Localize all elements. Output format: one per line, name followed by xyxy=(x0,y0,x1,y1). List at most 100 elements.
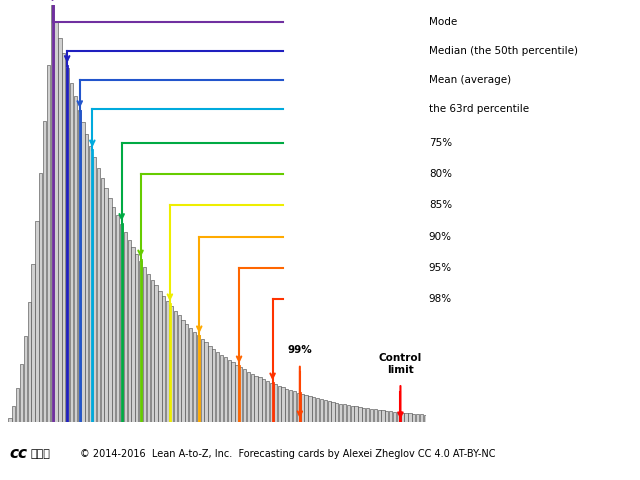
Bar xyxy=(43,121,46,422)
Bar xyxy=(408,413,412,422)
Bar xyxy=(112,207,115,422)
Bar xyxy=(278,386,281,422)
Bar xyxy=(305,395,308,422)
Text: Mode: Mode xyxy=(429,16,457,26)
Bar xyxy=(81,122,84,422)
Bar xyxy=(166,301,169,422)
Bar xyxy=(420,414,423,422)
Bar xyxy=(39,173,42,422)
Bar xyxy=(239,367,243,422)
Bar xyxy=(85,134,88,422)
Text: 85%: 85% xyxy=(429,200,452,210)
Bar xyxy=(147,274,150,422)
Text: 80%: 80% xyxy=(429,169,452,179)
Text: the 63rd percentile: the 63rd percentile xyxy=(429,104,529,114)
Bar xyxy=(389,411,392,422)
Bar xyxy=(308,396,312,422)
Bar xyxy=(158,291,161,422)
Bar xyxy=(316,398,319,422)
Bar xyxy=(74,96,77,422)
Bar xyxy=(343,404,346,422)
Bar xyxy=(236,365,239,422)
Bar xyxy=(24,336,27,422)
Bar xyxy=(412,414,415,422)
Bar xyxy=(385,411,388,422)
Bar xyxy=(28,302,31,422)
Bar xyxy=(374,409,377,422)
Bar xyxy=(362,408,365,422)
Bar xyxy=(62,53,65,422)
Bar xyxy=(324,400,327,422)
Bar xyxy=(124,232,127,422)
Bar xyxy=(220,355,223,422)
Bar xyxy=(58,38,61,422)
Bar xyxy=(335,403,339,422)
Bar xyxy=(259,377,262,422)
Bar xyxy=(358,407,362,422)
Bar xyxy=(378,410,381,422)
Bar xyxy=(243,370,246,422)
Bar xyxy=(173,311,177,422)
Bar xyxy=(20,364,23,422)
Bar xyxy=(89,146,92,422)
Bar xyxy=(100,178,104,422)
Bar xyxy=(47,65,50,422)
Bar xyxy=(366,408,369,422)
Bar xyxy=(228,360,231,422)
Text: 75%: 75% xyxy=(429,138,452,148)
Bar xyxy=(339,404,342,422)
Bar xyxy=(8,418,12,422)
Bar xyxy=(120,224,123,422)
Bar xyxy=(232,362,235,422)
Bar xyxy=(116,216,119,422)
Bar xyxy=(332,402,335,422)
Text: 98%: 98% xyxy=(429,294,452,304)
Bar xyxy=(293,391,296,422)
Bar xyxy=(274,384,277,422)
Text: 99%: 99% xyxy=(287,346,312,356)
Bar xyxy=(51,5,54,422)
Bar xyxy=(143,267,146,422)
Text: Control
limit: Control limit xyxy=(379,353,422,375)
Text: © 2014-2016  Lean A-to-Z, Inc.  Forecasting cards by Alexei Zheglov CC 4.0 AT-BY: © 2014-2016 Lean A-to-Z, Inc. Forecastin… xyxy=(80,449,495,458)
Text: ⓪ⓈⓈ: ⓪ⓈⓈ xyxy=(31,449,51,458)
Bar xyxy=(320,399,323,422)
Bar xyxy=(170,306,173,422)
Bar xyxy=(351,406,354,422)
Bar xyxy=(297,393,300,422)
Bar xyxy=(355,407,358,422)
Bar xyxy=(193,332,196,422)
Bar xyxy=(312,397,316,422)
Bar xyxy=(404,413,408,422)
Bar xyxy=(270,383,273,422)
Bar xyxy=(181,320,185,422)
Bar xyxy=(416,414,419,422)
Bar xyxy=(12,406,15,422)
Bar xyxy=(16,388,19,422)
Text: Mean (average): Mean (average) xyxy=(429,75,511,85)
Bar xyxy=(381,410,385,422)
Bar xyxy=(370,409,373,422)
Bar xyxy=(97,168,100,422)
Bar xyxy=(93,157,96,422)
Bar xyxy=(289,390,292,422)
Bar xyxy=(54,22,58,422)
Bar xyxy=(424,415,427,422)
Bar xyxy=(200,339,204,422)
Text: Median (the 50th percentile): Median (the 50th percentile) xyxy=(429,46,578,56)
Bar xyxy=(77,109,81,422)
Text: 95%: 95% xyxy=(429,263,452,273)
Text: cc: cc xyxy=(10,446,28,461)
Bar xyxy=(247,372,250,422)
Bar xyxy=(209,346,212,422)
Bar xyxy=(216,352,220,422)
Bar xyxy=(224,357,227,422)
Bar xyxy=(393,412,396,422)
Bar xyxy=(177,315,180,422)
Bar xyxy=(189,328,193,422)
Bar xyxy=(282,387,285,422)
Bar xyxy=(185,324,189,422)
Bar xyxy=(35,221,38,422)
Bar xyxy=(204,342,208,422)
Bar xyxy=(108,198,111,422)
